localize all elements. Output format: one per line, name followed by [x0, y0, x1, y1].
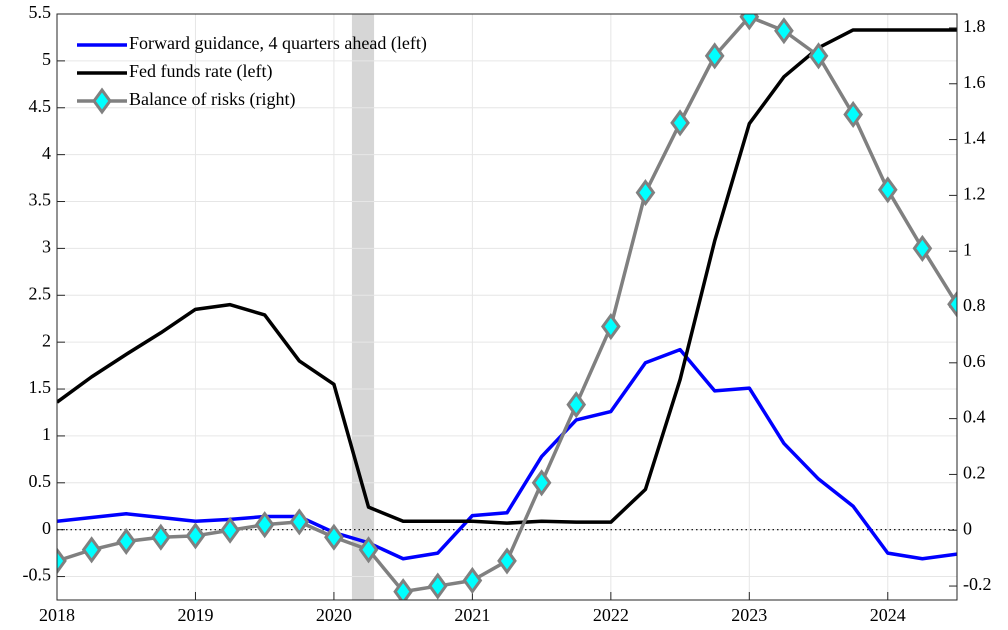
marker [670, 109, 690, 137]
marker [358, 536, 379, 564]
marker [877, 176, 898, 204]
x-tick-label: 2023 [731, 605, 767, 625]
shaded-region [351, 14, 375, 600]
marker [947, 290, 957, 318]
marker [600, 312, 621, 341]
marker [531, 469, 552, 497]
marker [393, 578, 414, 600]
y-tick-label: 3 [42, 237, 51, 257]
plot-frame [56, 13, 958, 601]
marker [462, 566, 483, 595]
y-tick-label: 1 [42, 424, 51, 444]
y-tick-label: 4 [42, 143, 51, 163]
marker [497, 547, 517, 575]
marker [808, 42, 829, 70]
y2-tick-label: 1.2 [963, 184, 986, 204]
y2-tick-label: 0.4 [963, 407, 986, 427]
marker [635, 179, 656, 207]
marker [704, 42, 725, 70]
marker [912, 234, 933, 262]
marker [324, 523, 344, 551]
x-tick-label: 2022 [593, 605, 629, 625]
marker [289, 508, 310, 536]
plot-area [57, 14, 957, 600]
y2-tick-label: 0 [963, 518, 972, 538]
marker [116, 527, 137, 555]
x-tick-label: 2020 [316, 605, 352, 625]
y-tick-label: 0 [42, 518, 51, 538]
y2-tick-label: 1.8 [963, 16, 986, 36]
marker [57, 547, 67, 575]
y2-tick-label: 1.4 [963, 128, 986, 148]
y2-tick-label: 1 [963, 239, 972, 259]
y-tick-label: 2.5 [29, 283, 52, 303]
y-tick-label: 2 [42, 330, 51, 350]
x-tick-label: 2024 [870, 605, 906, 625]
marker [150, 523, 171, 551]
x-tick-label: 2021 [454, 605, 490, 625]
y-tick-label: 3.5 [29, 190, 52, 210]
marker [81, 536, 102, 564]
marker [566, 391, 587, 419]
marker [220, 516, 240, 544]
legend-label: Fed funds rate (left) [129, 61, 272, 82]
series-line [57, 347, 957, 561]
y2-tick-label: 1.6 [963, 72, 986, 92]
marker [254, 511, 275, 539]
y-tick-label: 0.5 [29, 471, 52, 491]
marker [843, 100, 864, 129]
legend-marker [92, 87, 112, 115]
marker [774, 17, 794, 45]
y2-tick-label: 0.8 [963, 295, 986, 315]
y2-tick-label: -0.2 [963, 574, 992, 594]
y2-tick-label: 0.6 [963, 351, 986, 371]
marker [739, 14, 760, 31]
legend-label: Balance of risks (right) [129, 89, 295, 110]
x-tick-label: 2019 [177, 605, 213, 625]
series-line [57, 28, 957, 525]
marker [427, 572, 448, 600]
y-tick-label: 1.5 [29, 377, 52, 397]
y-tick-label: 5 [42, 49, 51, 69]
y-tick-label: -0.5 [23, 565, 52, 585]
marker [185, 522, 206, 550]
y2-tick-label: 0.2 [963, 463, 986, 483]
y-tick-label: 5.5 [29, 2, 52, 22]
legend-label: Forward guidance, 4 quarters ahead (left… [129, 33, 427, 54]
x-tick-label: 2018 [39, 605, 75, 625]
y-tick-label: 4.5 [29, 96, 52, 116]
